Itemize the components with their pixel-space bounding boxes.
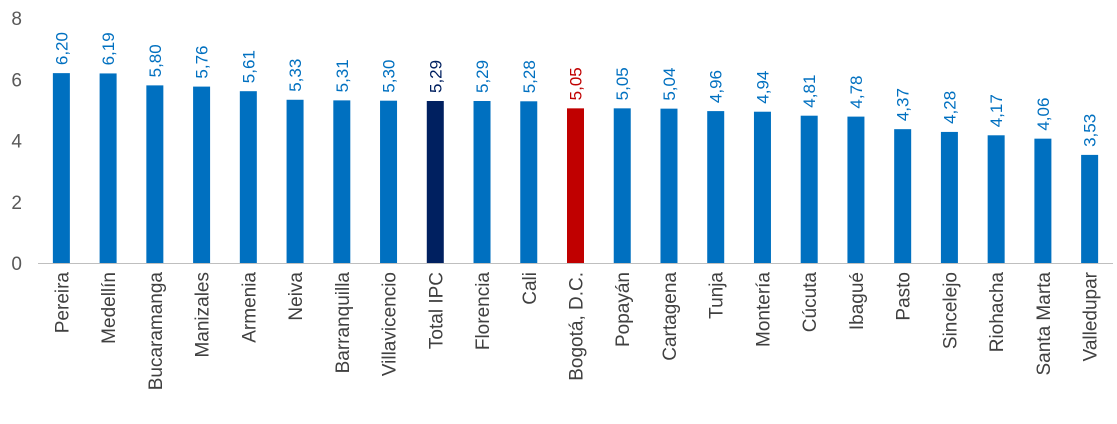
bar	[707, 111, 725, 263]
bar	[286, 99, 304, 263]
category-label: Barranquilla	[333, 272, 354, 374]
data-label: 3,53	[1081, 114, 1100, 147]
category-label: Ibagué	[847, 272, 868, 330]
y-tick-label: 6	[11, 70, 22, 91]
bar	[520, 101, 538, 263]
bar	[473, 100, 491, 264]
category-label: Popayán	[613, 272, 634, 347]
bar	[380, 100, 398, 263]
category-label: Total IPC	[426, 272, 447, 349]
y-tick-label: 4	[11, 132, 22, 153]
bar	[239, 91, 257, 263]
bar	[1081, 154, 1099, 263]
category-label: Cali	[520, 272, 541, 305]
category-label: Neiva	[286, 272, 307, 321]
bar	[99, 73, 117, 264]
bar	[753, 111, 771, 264]
data-label: 4,28	[940, 91, 959, 124]
data-label: 5,80	[146, 44, 165, 77]
data-label: 5,33	[286, 59, 305, 92]
data-label: 5,76	[193, 46, 212, 79]
data-label: 6,19	[99, 32, 118, 65]
category-label: Cartagena	[660, 272, 681, 361]
category-label: Riohacha	[987, 272, 1008, 353]
bar	[987, 135, 1005, 263]
category-label: Florencia	[473, 272, 494, 351]
bar	[940, 131, 958, 263]
bar	[52, 73, 70, 263]
data-label: 5,30	[380, 60, 399, 93]
category-label: Bucaramanga	[146, 272, 167, 391]
data-label: 5,29	[473, 60, 492, 93]
data-label: 5,05	[567, 67, 586, 100]
bar	[800, 115, 818, 263]
data-label: 5,29	[426, 60, 445, 93]
y-tick-label: 0	[11, 254, 22, 275]
category-label: Santa Marta	[1034, 272, 1055, 376]
data-label: 4,17	[987, 94, 1006, 127]
data-label: 5,28	[520, 60, 539, 93]
category-label: Cúcuta	[800, 272, 821, 333]
bar	[146, 85, 164, 263]
category-label: Sincelejo	[940, 272, 961, 349]
y-tick-label: 2	[11, 193, 22, 214]
bar	[894, 129, 912, 263]
data-label: 4,81	[800, 75, 819, 108]
category-label: Tunja	[707, 272, 728, 319]
bar	[1034, 138, 1052, 263]
category-label: Pasto	[894, 272, 915, 321]
category-label: Armenia	[239, 272, 260, 343]
y-axis-ticks: 0 2 4 6 8	[11, 9, 22, 275]
bar	[426, 100, 444, 264]
data-label: 5,31	[333, 59, 352, 92]
category-label: Montería	[753, 272, 774, 347]
data-label: 4,96	[707, 70, 726, 103]
category-label: Medellín	[99, 272, 120, 344]
bar	[333, 100, 351, 263]
bar	[613, 108, 631, 263]
data-label: 5,61	[239, 50, 258, 83]
data-label: 5,04	[660, 68, 679, 101]
bar	[567, 108, 584, 263]
y-tick-label: 8	[11, 9, 22, 30]
bar	[660, 108, 678, 264]
category-label: Villavicencio	[380, 272, 401, 376]
data-label: 6,20	[52, 32, 71, 65]
data-label: 4,78	[847, 76, 866, 109]
category-label: Pereira	[52, 272, 73, 334]
data-label: 4,37	[894, 88, 913, 121]
data-label: 4,06	[1034, 98, 1053, 131]
category-labels: Pereira Medellín Bucaramanga Manizales Armen…	[52, 271, 1101, 390]
bar	[847, 116, 865, 263]
data-label: 4,94	[753, 71, 772, 104]
bars	[52, 73, 1099, 264]
category-label: Manizales	[193, 272, 214, 358]
category-label: Bogotá, D.C.	[567, 272, 588, 381]
data-label: 5,05	[613, 67, 632, 100]
bar	[193, 86, 211, 263]
value-labels: 6,20 6,19 5,80 5,76 5,61 5,33 5,31 5,30 5,29 5,29…	[52, 32, 1099, 147]
category-label: Valledupar	[1081, 271, 1102, 361]
